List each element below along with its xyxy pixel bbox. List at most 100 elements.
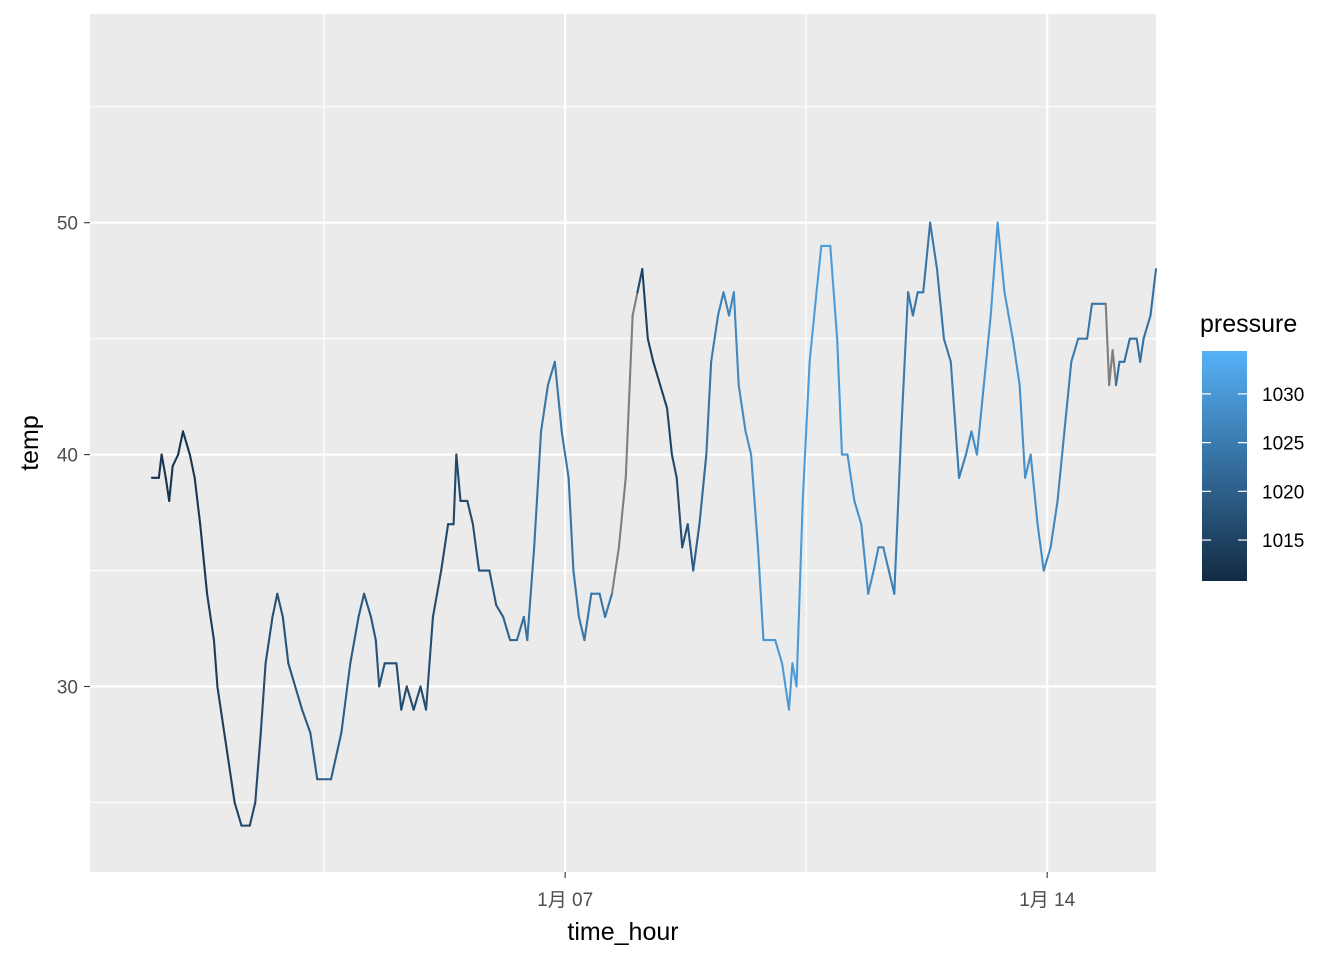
series-segment bbox=[829, 244, 839, 340]
series-segment bbox=[887, 569, 896, 595]
series-segment bbox=[666, 407, 673, 456]
series-segment bbox=[911, 291, 919, 317]
x-tick-label: 1月 14 bbox=[1019, 890, 1075, 911]
series-segment bbox=[737, 383, 747, 433]
series-segment bbox=[964, 430, 973, 456]
series-segment bbox=[604, 592, 614, 618]
series-segment bbox=[1011, 337, 1021, 387]
series-segment bbox=[424, 615, 434, 711]
series-segment bbox=[846, 453, 856, 503]
series-segment bbox=[254, 731, 262, 804]
series-segment bbox=[624, 314, 634, 479]
series-segment bbox=[264, 615, 274, 665]
series-segment bbox=[646, 337, 655, 363]
series-segment bbox=[168, 465, 174, 503]
series-segment bbox=[452, 453, 458, 526]
series-segment bbox=[577, 615, 586, 642]
series-segment bbox=[357, 592, 366, 618]
series-segment bbox=[363, 592, 373, 618]
series-segment bbox=[922, 221, 932, 294]
y-tick-label: 50 bbox=[57, 214, 78, 235]
x-tick-labels: 1月 07 1月 14 bbox=[537, 890, 1075, 911]
series-segment bbox=[935, 268, 945, 340]
legend-break-label: 1015 bbox=[1262, 531, 1304, 552]
legend-break-label: 1020 bbox=[1262, 482, 1304, 503]
series-segment bbox=[1142, 314, 1152, 340]
series-segment bbox=[248, 801, 257, 827]
legend-break-label: 1025 bbox=[1262, 434, 1304, 455]
series-segment bbox=[539, 383, 549, 433]
series-segment bbox=[378, 662, 386, 688]
plot-panel bbox=[90, 14, 1156, 872]
series-segment bbox=[1115, 360, 1121, 387]
series-segment bbox=[716, 291, 725, 317]
series-segment bbox=[193, 476, 202, 526]
series-segment bbox=[181, 430, 191, 456]
series-segment bbox=[815, 244, 823, 294]
series-segment bbox=[199, 523, 209, 595]
series-segment bbox=[636, 268, 644, 294]
series-segment bbox=[1149, 268, 1158, 317]
axis-ticks bbox=[84, 222, 1048, 878]
series-segment bbox=[1063, 360, 1073, 433]
series-segment bbox=[774, 639, 784, 665]
series-segment bbox=[188, 453, 196, 479]
series-segment bbox=[756, 546, 765, 642]
series-segment bbox=[652, 360, 662, 387]
x-axis-title: time_hour bbox=[567, 918, 678, 946]
series-segment bbox=[631, 291, 639, 317]
series-segment bbox=[617, 476, 627, 549]
y-axis-title: temp bbox=[16, 415, 44, 471]
series-segment bbox=[808, 291, 818, 363]
series-segment bbox=[177, 430, 185, 456]
x-tick-label: 1月 07 bbox=[537, 890, 593, 911]
series-segment bbox=[412, 685, 422, 711]
series-segment bbox=[710, 314, 720, 363]
series-segment bbox=[732, 291, 740, 387]
series-segment bbox=[440, 523, 450, 572]
series-segment bbox=[1139, 337, 1145, 363]
series-segment bbox=[171, 453, 180, 468]
series-segment bbox=[675, 476, 684, 549]
series-segment bbox=[907, 291, 914, 317]
series-segment bbox=[157, 453, 163, 479]
series-segment bbox=[276, 592, 284, 618]
series-segment bbox=[395, 662, 403, 711]
series-segment bbox=[560, 430, 570, 479]
series-segment bbox=[301, 708, 312, 734]
series-segment bbox=[294, 685, 304, 711]
series-segment bbox=[929, 221, 939, 271]
legend-colorbar bbox=[1202, 351, 1247, 581]
y-tick-labels: 30 40 50 bbox=[57, 214, 78, 699]
major-gridlines bbox=[90, 14, 1156, 872]
legend-breaks: 1015 1020 1025 1030 bbox=[1202, 385, 1304, 552]
series-segment bbox=[1123, 337, 1131, 363]
series-segment bbox=[1108, 349, 1114, 387]
series-segment bbox=[349, 615, 360, 665]
series-segment bbox=[781, 662, 791, 711]
series-segment bbox=[533, 430, 543, 549]
series-segment bbox=[670, 453, 678, 479]
series-segment bbox=[526, 546, 536, 642]
series-segment bbox=[750, 453, 760, 549]
series-segment bbox=[212, 639, 219, 688]
series-segment bbox=[1003, 291, 1014, 340]
series-segment bbox=[853, 499, 863, 526]
series-segment bbox=[488, 569, 498, 607]
series-segment bbox=[982, 314, 992, 387]
series-segment bbox=[1135, 337, 1142, 363]
series-segment bbox=[1056, 430, 1066, 503]
legend-title: pressure bbox=[1200, 310, 1297, 338]
series-segment bbox=[942, 337, 952, 363]
series-segment bbox=[681, 523, 689, 549]
series-segment bbox=[659, 383, 669, 410]
series-segment bbox=[970, 430, 979, 456]
legend: pressure 1015 1020 1025 1030 bbox=[1200, 310, 1304, 581]
y-tick-label: 30 bbox=[57, 677, 78, 698]
series-segment bbox=[705, 360, 713, 456]
legend-break-label: 1030 bbox=[1262, 385, 1304, 406]
series-segment bbox=[309, 731, 319, 781]
series-segment bbox=[722, 291, 731, 317]
series-segment bbox=[259, 662, 267, 734]
series-segment bbox=[872, 546, 880, 572]
